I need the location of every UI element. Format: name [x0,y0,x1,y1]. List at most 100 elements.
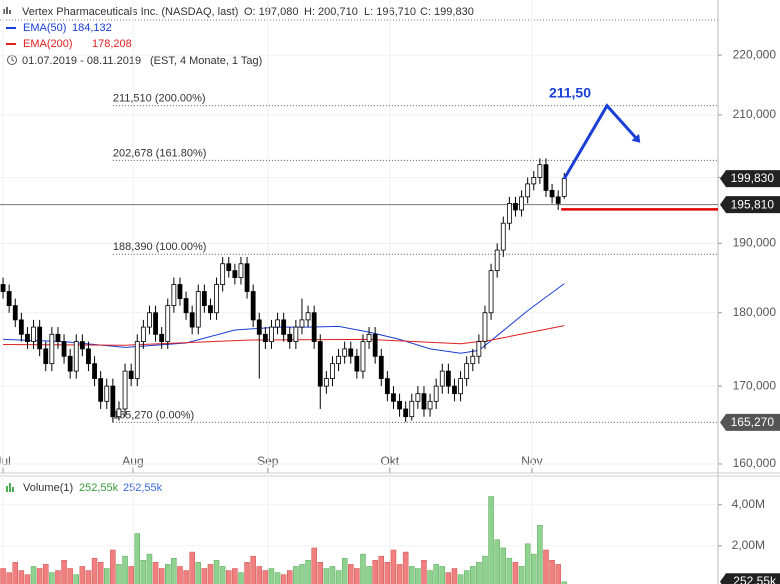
candle-body [506,203,512,224]
candle-body [409,400,415,418]
volume-bar [360,553,366,584]
candle-body [427,400,433,410]
candle-body [250,291,256,321]
volume-label: 252,55k [733,574,777,584]
volume-bar [299,564,305,584]
volume-bar [482,555,488,584]
volume-bar [262,570,269,584]
candle-body [86,348,91,365]
candle-body [561,178,567,197]
volume-bar [293,566,299,584]
candle-body [476,341,482,357]
candle-body [391,393,396,402]
candle-body [348,348,354,357]
candle-body [61,341,67,357]
candle-body [378,355,384,379]
candle-body [317,341,323,387]
volume-bar [274,572,281,584]
volume-bar [85,570,92,584]
volume-bar [427,570,433,584]
volume-bar [555,564,561,584]
volume-bar [97,562,104,584]
volume-bar [165,564,171,584]
volume-bar [226,570,232,584]
volume-bar [134,533,141,584]
price-label: 199,830 [731,171,775,185]
volume-bar [500,547,507,584]
candle-body [299,319,305,328]
volume-bar [372,560,378,584]
candle-body [122,370,128,410]
candle-body [287,333,293,342]
volume-bar [30,566,37,584]
candle-body [177,284,183,299]
candle-body [165,305,171,342]
period-note: (EST, 4 Monate, 1 Tag) [150,55,262,67]
volume-bar [183,570,189,584]
candle-body [201,291,207,307]
volume-bar [122,555,128,584]
candle-body [49,333,55,365]
candle-body [31,326,36,342]
volume-bar [146,553,153,584]
volume-bar [335,570,342,584]
candle-body [464,363,470,379]
volume-bar [512,562,519,584]
header-label: O: 197,080 [244,6,298,18]
volume-bar [91,557,98,584]
volume-bar [0,568,6,584]
y-tick-label: 170,000 [733,378,777,392]
volume-bar [409,566,415,584]
volume-bar [305,560,311,584]
candle-body [226,263,232,272]
candle-body [269,326,274,342]
volume-bar [366,566,372,584]
volume-bar [457,574,464,584]
candle-body [458,378,463,395]
volume-bar [55,570,61,584]
candle-body [281,319,287,335]
candle-body [311,312,317,342]
candle-body [238,263,244,278]
price-label-box [720,170,780,188]
volume-bar [451,568,458,584]
volume-bar [433,564,439,584]
candle-body [262,333,268,342]
volume-bar [61,560,67,584]
volume-bar [415,568,421,584]
candle-body [421,393,427,410]
volume-bar [110,549,116,584]
volume-bar [470,566,476,584]
volume-bar [268,568,275,584]
volume-legend-name: Volume(1) [23,482,73,494]
candle-body [549,189,555,198]
volume-bar [104,568,110,584]
candle-body [73,341,79,372]
volume-bar [439,566,446,584]
volume-bar [207,564,214,584]
candle-body [397,400,402,410]
candle-body [342,348,348,357]
volume-bar [402,551,409,584]
volume-bar [384,562,391,584]
candle-body [104,385,110,402]
volume-bar [506,557,513,584]
volume-bar [549,560,555,584]
candle-body [354,355,360,372]
candle-body [531,177,537,185]
volume-legend-value: 252,55k [123,482,163,494]
volume-bar [378,555,385,584]
legend-name: EMA(50) [23,22,66,34]
volume-bar [476,562,482,584]
candle-body [140,326,146,342]
candle-body [159,333,165,342]
volume-bar [201,568,208,584]
candle-body [6,291,12,307]
volume-bar [280,574,287,584]
volume-bar [537,525,543,584]
y-tick-label: 160,000 [733,456,777,470]
volume-bar [79,566,86,584]
candle-body [336,355,341,365]
candle-body [323,378,329,387]
